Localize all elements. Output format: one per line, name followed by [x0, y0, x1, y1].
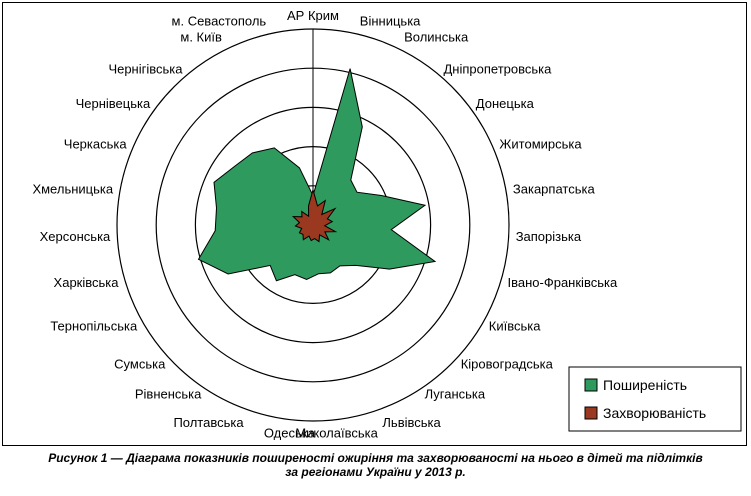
- category-label: Полтавська: [173, 415, 244, 430]
- category-label: Черкаська: [64, 137, 128, 152]
- category-label: Київська: [489, 319, 541, 334]
- series-2-area: [291, 187, 338, 243]
- category-label: Одеська: [264, 426, 316, 441]
- legend-swatch-2: [584, 406, 598, 420]
- legend-label-2: Захворюваність: [603, 405, 706, 421]
- category-label: Запорізька: [516, 229, 582, 244]
- category-label: Дніпропетровська: [444, 62, 553, 77]
- category-label: Херсонська: [40, 229, 111, 244]
- caption-line-2: за регіонами України у 2013 р.: [285, 465, 466, 479]
- category-label: Чернівецька: [76, 96, 151, 111]
- series-1-area: [197, 68, 437, 282]
- category-label: Закарпатська: [513, 182, 596, 197]
- category-label: Волинська: [404, 30, 469, 45]
- legend-box: [568, 366, 742, 432]
- category-label: Тернопільська: [50, 319, 138, 334]
- category-label: Житомирська: [499, 137, 582, 152]
- category-label: Миколаївська: [295, 426, 378, 441]
- category-label: Чернігівська: [108, 62, 183, 77]
- category-label: Донецька: [476, 96, 535, 111]
- category-label: Луганська: [425, 387, 486, 402]
- category-label: м. Севастополь: [172, 14, 267, 29]
- category-label: Львівська: [382, 415, 441, 430]
- category-label: Івано-Франківська: [508, 275, 618, 290]
- category-label: АР Крим: [287, 8, 339, 23]
- caption-line-1: Рисунок 1 — Діаграма показників поширено…: [48, 451, 703, 465]
- legend-swatch-1: [584, 378, 598, 392]
- figure-caption: Рисунок 1 — Діаграма показників поширено…: [0, 451, 751, 479]
- category-label: Сумська: [114, 356, 166, 371]
- legend-label-1: Поширеність: [603, 377, 687, 393]
- category-label: Рівненська: [135, 387, 202, 402]
- category-label: Кіровоградська: [461, 356, 554, 371]
- category-label: Харківська: [54, 275, 120, 290]
- category-label: Хмельницька: [32, 182, 113, 197]
- legend: Поширеність Захворюваність: [568, 366, 742, 432]
- category-label: Вінницька: [360, 14, 421, 29]
- radar-series: [197, 68, 437, 282]
- category-label: м. Київ: [180, 30, 222, 45]
- chart-frame: АР Крим Вінницька Волинська Дніпропетровськ…: [2, 2, 747, 446]
